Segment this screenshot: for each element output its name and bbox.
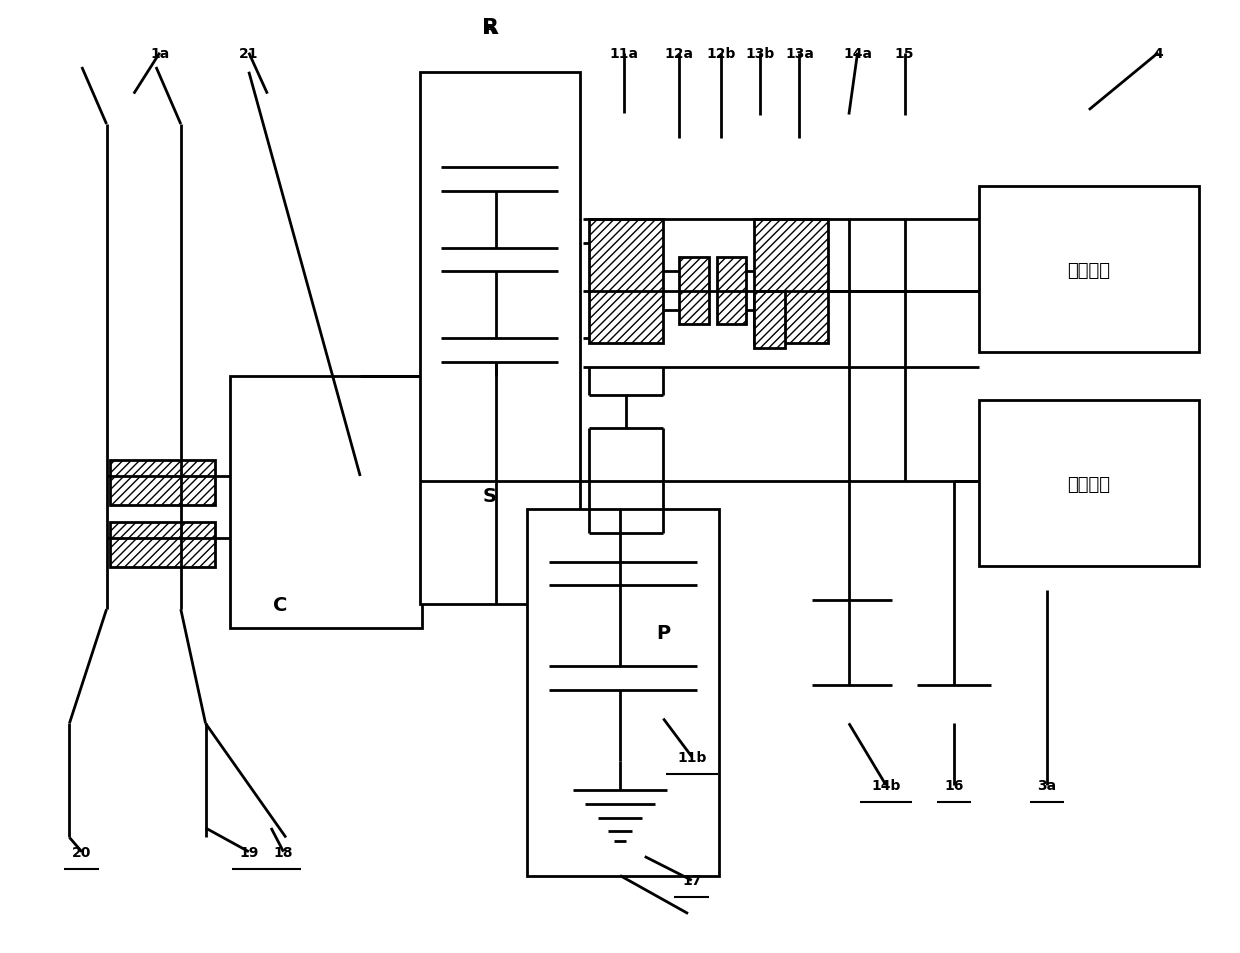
Text: S: S [484,486,497,505]
Text: 12a: 12a [665,47,694,61]
Bar [527,510,719,876]
Text: 20: 20 [72,845,92,859]
Text: 14a: 14a [843,47,872,61]
Text: 16: 16 [945,779,963,792]
Bar [754,220,828,343]
Text: 驱动电机: 驱动电机 [1068,476,1110,493]
Text: R: R [481,18,498,38]
Text: 4: 4 [1153,47,1163,61]
Text: P: P [656,624,671,642]
Text: 14b: 14b [872,779,900,792]
Bar [680,258,709,324]
Text: 21: 21 [239,47,259,61]
Text: 1a: 1a [150,47,170,61]
Bar [231,376,422,629]
Text: 13b: 13b [745,47,775,61]
Text: 转向电机: 转向电机 [1068,261,1110,279]
Text: 15: 15 [895,47,914,61]
Bar [978,187,1199,353]
Text: 11a: 11a [609,47,639,61]
Bar [110,460,216,506]
Text: 19: 19 [239,845,258,859]
Text: R: R [485,23,496,37]
Text: 13a: 13a [785,47,813,61]
Bar [717,258,746,324]
Bar [978,400,1199,567]
Text: C: C [273,596,286,615]
Bar [419,72,580,605]
Bar [110,522,216,568]
Text: 18: 18 [274,845,293,859]
Text: 17: 17 [682,873,702,887]
Bar [589,220,663,343]
Text: 11b: 11b [677,750,707,763]
Text: 3a: 3a [1038,779,1056,792]
Bar [754,292,785,348]
Text: 12b: 12b [707,47,737,61]
